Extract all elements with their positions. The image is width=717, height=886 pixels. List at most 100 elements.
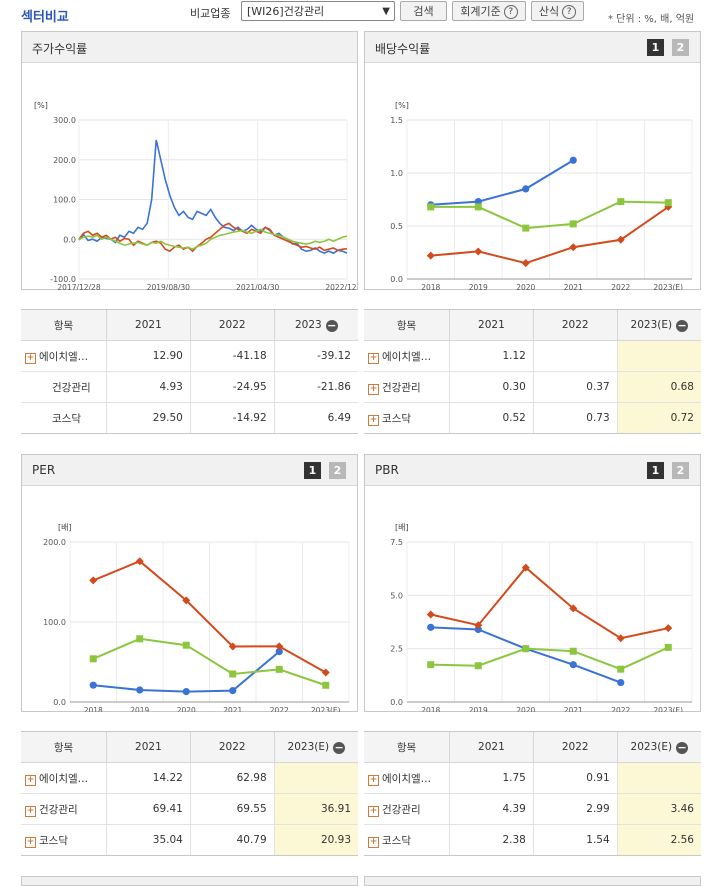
row-name: + 에이치엘… <box>21 762 107 794</box>
expand-icon[interactable]: + <box>368 774 379 786</box>
expand-icon[interactable]: + <box>25 352 36 364</box>
per-panel: PER 1 2 [배] 200.0 100.0 0.0 2018 2019 2020 2021… <box>21 454 358 712</box>
search-button-label: 검색 <box>413 5 434 18</box>
data-point <box>569 604 578 613</box>
data-point <box>136 635 144 643</box>
row-name: 건강관리 <box>21 371 107 403</box>
expand-icon[interactable]: + <box>368 414 379 426</box>
table-row: + 건강관리 0.30 0.37 0.68 <box>364 371 701 403</box>
data-point <box>89 576 98 585</box>
column-header-year: 2023(E) − <box>273 732 358 763</box>
sector-select-value: [WI26]건강관리 <box>247 5 325 18</box>
data-point <box>569 647 577 655</box>
table-cell: 62.98 <box>189 762 275 794</box>
column-header-year: 2023− <box>273 310 358 341</box>
formula-button[interactable]: 산식? <box>531 1 584 21</box>
expand-icon[interactable]: + <box>25 774 36 786</box>
data-point <box>229 687 237 695</box>
header-label: 2021 <box>135 319 162 331</box>
row-label: 코스닥 <box>39 834 68 847</box>
top-bar: 섹터비교 비교업종 [WI26]건강관리 ▼ 검색 회계기준? 산식? * 단위… <box>0 0 717 30</box>
y-tick-label: 0.5 <box>390 222 403 231</box>
expand-icon[interactable]: + <box>368 383 379 395</box>
panel-header: PBR 1 2 <box>365 455 700 486</box>
expand-icon[interactable]: + <box>25 805 36 817</box>
expand-icon[interactable]: + <box>368 836 379 848</box>
row-label: 에이치엘… <box>382 772 432 785</box>
data-point <box>521 259 530 268</box>
page-1-button[interactable]: 1 <box>647 39 664 56</box>
x-tick-label: 2023(E) <box>311 706 341 712</box>
accounting-standard-button[interactable]: 회계기준? <box>452 1 526 21</box>
data-point <box>322 681 330 689</box>
data-point <box>664 624 673 633</box>
header-label: 2022 <box>218 741 246 753</box>
row-label: 에이치엘… <box>39 772 89 785</box>
page-1-button[interactable]: 1 <box>304 462 321 479</box>
table-cell: -41.18 <box>189 340 275 372</box>
panel-header: PER 1 2 <box>22 455 357 486</box>
y-tick-label: 0.0 <box>63 235 76 244</box>
collapse-icon[interactable]: − <box>325 318 338 332</box>
series-line <box>430 200 669 230</box>
x-tick-label: 2021/04/30 <box>236 283 279 290</box>
column-header-year: 2023(E) − <box>616 310 701 341</box>
table-row: + 코스닥 2.38 1.54 2.56 <box>364 824 701 855</box>
row-label: 건강관리 <box>382 803 421 816</box>
table-cell: 36.91 <box>273 793 358 825</box>
y-tick-label: 200.0 <box>43 538 66 547</box>
table-row: + 에이치엘… 1.75 0.91 <box>364 762 701 794</box>
column-header-item: 항목 <box>21 310 107 341</box>
expand-icon[interactable]: + <box>368 352 379 364</box>
accounting-standard-label: 회계기준 <box>460 5 501 18</box>
row-name: + 코스닥 <box>21 825 107 856</box>
table-row: + 건강관리 69.41 69.55 36.91 <box>21 793 358 825</box>
row-name: + 건강관리 <box>21 793 107 825</box>
x-tick-label: 2018 <box>421 706 440 712</box>
collapse-icon[interactable]: − <box>333 740 346 754</box>
data-point <box>275 665 283 673</box>
table-cell: 6.49 <box>273 402 358 433</box>
series-line <box>92 637 327 687</box>
page-2-button[interactable]: 2 <box>672 462 689 479</box>
y-tick-label: -100.0 <box>50 275 76 284</box>
pbr-chart: [배] 7.5 5.0 2.5 0.0 2018 2019 2020 2021 2022 2023(… <box>390 523 693 712</box>
compare-label: 비교업종 <box>190 7 231 20</box>
expand-icon[interactable]: + <box>25 836 36 848</box>
series-line <box>78 222 348 253</box>
page-1-button[interactable]: 1 <box>647 462 664 479</box>
row-name: + 에이치엘… <box>21 340 107 372</box>
table-cell: 12.90 <box>106 340 191 372</box>
data-point <box>321 668 330 677</box>
series-line <box>430 566 669 640</box>
data-point <box>427 623 435 631</box>
table-cell: 3.46 <box>616 793 701 825</box>
search-button[interactable]: 검색 <box>400 1 447 21</box>
x-tick-label: 2022 <box>611 706 630 712</box>
data-point <box>136 686 144 694</box>
collapse-icon[interactable]: − <box>676 740 689 754</box>
data-point <box>474 621 483 630</box>
row-name: + 건강관리 <box>364 793 450 825</box>
dividend-yield-table: 항목 2021 2022 2023(E) − + 에이치엘… 1.12 + 건강관리 0.30 0.3… <box>364 309 701 434</box>
page-title: 섹터비교 <box>21 10 69 25</box>
page-2-button[interactable]: 2 <box>329 462 346 479</box>
data-point <box>426 610 435 619</box>
expand-icon[interactable]: + <box>368 805 379 817</box>
sector-select[interactable]: [WI26]건강관리 ▼ <box>241 1 395 21</box>
table-row: + 에이치엘… 12.90 -41.18 -39.12 <box>21 340 358 372</box>
series-line <box>78 228 348 251</box>
table-cell: 1.12 <box>449 340 534 372</box>
per-table: 항목 2021 2022 2023(E) − + 에이치엘… 14.22 62.98 + 건강관리 6… <box>21 731 358 856</box>
panel-title: 주가수익률 <box>32 42 88 56</box>
y-tick-label: 5.0 <box>390 591 403 600</box>
help-icon: ? <box>503 5 518 19</box>
table-cell: 1.54 <box>532 824 618 855</box>
page-2-button[interactable]: 2 <box>672 39 689 56</box>
header-label: 2022 <box>561 319 589 331</box>
data-point <box>474 198 482 206</box>
table-cell: 0.52 <box>449 402 534 433</box>
collapse-icon[interactable]: − <box>676 318 689 332</box>
column-header-item: 항목 <box>21 732 107 763</box>
